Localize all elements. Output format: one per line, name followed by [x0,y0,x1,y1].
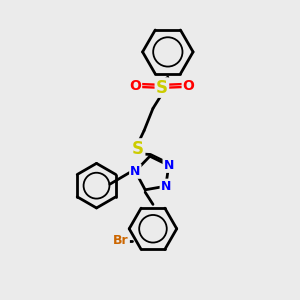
Text: S: S [132,140,144,158]
Text: N: N [130,165,140,178]
Text: O: O [183,79,195,93]
Text: N: N [164,159,174,172]
Text: N: N [160,180,171,193]
Text: S: S [156,79,168,97]
Text: O: O [129,79,141,93]
Text: Br: Br [113,234,129,247]
